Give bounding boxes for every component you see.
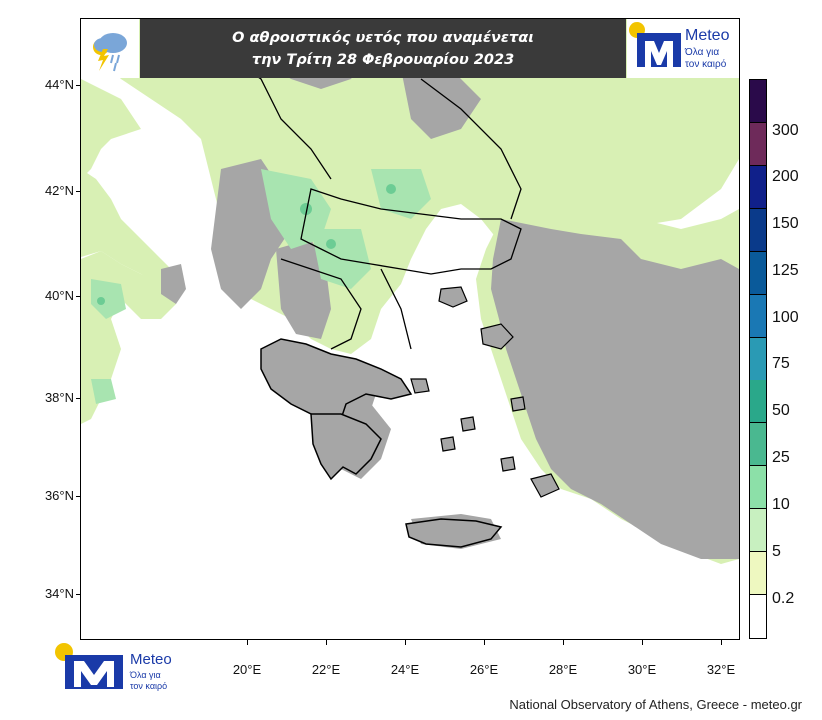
colorbar-segment [750,122,766,166]
lat-tick [76,85,81,86]
lat-tick [76,496,81,497]
italy-heel [81,169,181,299]
meteo-logo-top: Meteo Όλα για τον καιρό [627,19,739,78]
lon-tick [642,640,643,645]
meteo-logo-bottom: Meteo Όλα για τον καιρό [54,643,194,691]
lon-label-30: 30°E [627,662,657,677]
lat-label-34: 34°N [44,586,74,601]
legend-label-25: 25 [772,449,790,466]
greece-mainland [260,338,413,440]
meteo-tagline-bottom-2: τον καιρό [130,681,168,691]
weather-icon-box [81,19,139,78]
meteo-logo-bottom-icon [55,643,123,689]
colorbar-segment [750,466,766,510]
rain-lightning-cloud-icon [93,33,127,72]
colorbar-segment [750,165,766,209]
lon-label-26: 26°E [469,662,499,677]
peloponnese [310,413,382,481]
italy-landmass [81,79,176,424]
lon-tick [563,640,564,645]
precipitation-colorbar [749,79,767,639]
lon-label-28: 28°E [548,662,578,677]
country-borders [200,19,522,350]
lat-tick [76,594,81,595]
meteo-tagline-bottom-1: Όλα για [130,670,161,680]
legend-label-125: 125 [772,262,799,279]
lon-label-32: 32°E [706,662,736,677]
aegean-islands [410,286,560,498]
title-line-2: την Τρίτη 28 Φεβρουαρίου 2023 [251,51,515,68]
lat-label-44: 44°N [44,77,74,92]
colorbar-segment [750,380,766,424]
meteo-brand-top: Meteo [685,27,730,44]
legend-label-200: 200 [772,168,799,185]
meteo-brand-bottom: Meteo [130,651,172,668]
lat-label-42: 42°N [44,183,74,198]
heavy-rain-spots [97,184,396,305]
colorbar-segment [750,80,766,123]
title-line-1: Ο αθροιστικός υετός που αναμένεται [232,29,534,46]
lon-tick [721,640,722,645]
legend-label-10: 10 [772,496,790,513]
crete-island [405,518,503,548]
legend-label-300: 300 [772,122,799,139]
legend-label-150: 150 [772,215,799,232]
lat-label-38: 38°N [44,390,74,405]
precipitation-map [81,19,739,639]
colorbar-segment [750,208,766,252]
lon-label-22: 22°E [311,662,341,677]
map-title: Ο αθροιστικός υετός που αναμένεται την Τ… [140,19,626,78]
legend-label-75: 75 [772,355,790,372]
lon-label-20: 20°E [232,662,262,677]
meteo-tagline-top-1: Όλα για [685,47,720,58]
lat-label-40: 40°N [44,288,74,303]
colorbar-segment [750,423,766,467]
meteo-logo-icon [629,22,681,67]
colorbar-segment [750,294,766,338]
map-frame [80,18,740,640]
legend-label-50: 50 [772,402,790,419]
colorbar-segment [750,552,766,596]
footer-credit: National Observatory of Athens, Greece -… [509,697,802,712]
colorbar-segment [750,509,766,553]
meteo-tagline-top-2: τον καιρό [685,59,727,70]
colorbar-segment [750,595,766,639]
lon-tick [484,640,485,645]
lat-tick [76,398,81,399]
legend-label-100: 100 [772,309,799,326]
lon-tick [247,640,248,645]
lon-tick [405,640,406,645]
lon-label-24: 24°E [390,662,420,677]
legend-label-5: 5 [772,543,781,560]
colorbar-segment [750,337,766,381]
legend-label-0-2: 0.2 [772,590,795,607]
lon-tick [326,640,327,645]
lat-label-36: 36°N [44,488,74,503]
lat-tick [76,191,81,192]
lat-tick [76,296,81,297]
colorbar-segment [750,251,766,295]
